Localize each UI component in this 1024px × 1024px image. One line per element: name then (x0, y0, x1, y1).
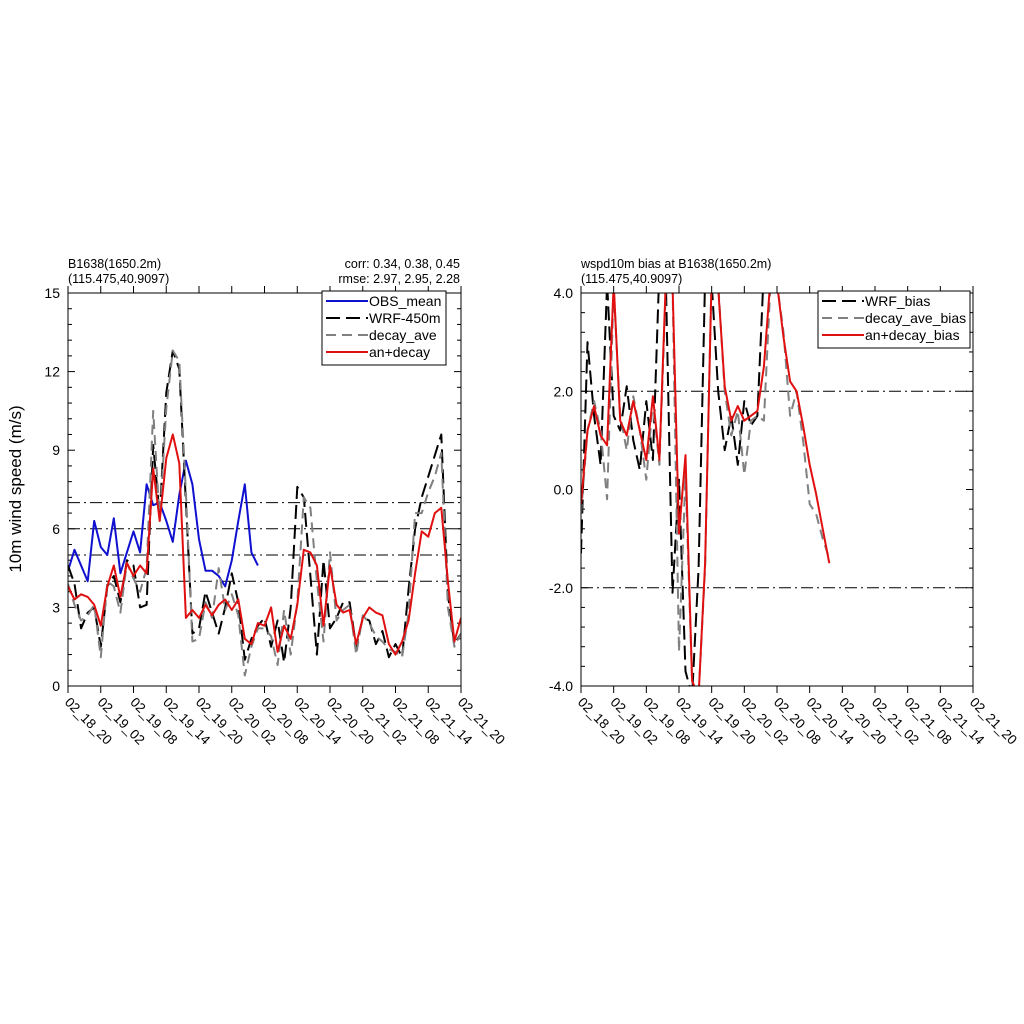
left-series-wrf-450m (68, 349, 461, 664)
right-legend-label: WRF_bias (865, 293, 930, 309)
right-series-decay-ave-bias (581, 293, 831, 686)
left-ytick-label: 15 (44, 285, 60, 301)
right-series-wrf-bias (581, 293, 764, 686)
left-legend-label: decay_ave (369, 327, 437, 343)
right-ytick-label: 2.0 (554, 383, 574, 399)
left-legend-label: OBS_mean (369, 293, 441, 309)
left-title-line2: (115.475,40.9097) (68, 272, 169, 286)
left-legend-label: WRF-450m (369, 310, 441, 326)
right-title-line1: wspd10m bias at B1638(1650.2m) (580, 257, 771, 271)
left-series-obs-mean (68, 459, 259, 588)
left-frame (67, 292, 462, 687)
left-series-group (68, 349, 461, 677)
left-y-axis-label: 10m wind speed (m/s) (6, 405, 25, 572)
left-ytick-label: 9 (52, 442, 60, 458)
left-ytick-label: 12 (44, 364, 60, 380)
left-plot-area: 0369121502_18_2002_19_0202_19_0802_19_14… (44, 285, 508, 748)
right-legend-label: an+decay_bias (865, 327, 960, 343)
left-legend-label: an+decay (369, 344, 430, 360)
right-frame (580, 292, 974, 687)
right-series-group (581, 293, 831, 686)
left-series-an-decay (68, 433, 461, 656)
right-ytick-label: -2.0 (549, 580, 573, 596)
left-ytick-label: 3 (52, 599, 60, 615)
right-ytick-label: 4.0 (554, 285, 574, 301)
left-stats-rmse: rmse: 2.97, 2.95, 2.28 (338, 272, 460, 286)
right-ytick-label: 0.0 (554, 482, 574, 498)
right-title-line2: (115.475,40.9097) (581, 272, 682, 286)
left-series-decay-ave (68, 349, 461, 677)
right-series-an-decay-bias (581, 293, 831, 686)
right-ytick-label: -4.0 (549, 678, 573, 694)
left-title-line1: B1638(1650.2m) (68, 257, 161, 271)
right-legend-label: decay_ave_bias (865, 310, 966, 326)
left-stats-corr: corr: 0.34, 0.38, 0.45 (345, 257, 460, 271)
left-ytick-label: 6 (52, 521, 60, 537)
right-plot-area: -4.0-2.00.02.04.002_18_2002_19_0202_19_0… (549, 285, 1020, 748)
left-ytick-label: 0 (52, 678, 60, 694)
